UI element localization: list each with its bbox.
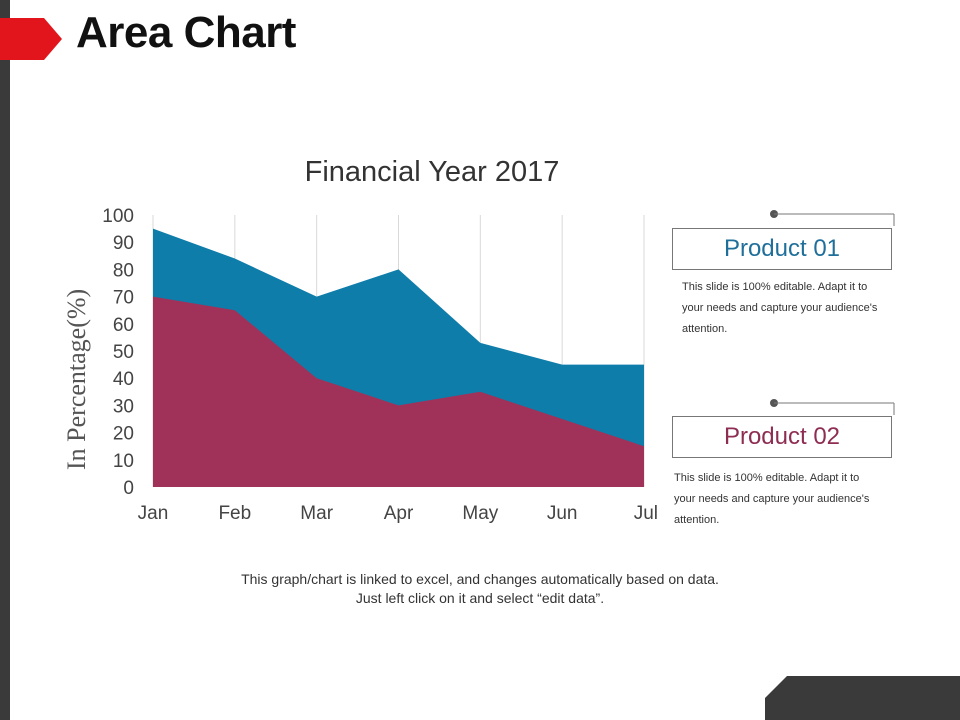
description-line: attention. [674, 514, 720, 526]
x-tick-label-jun: Jun [547, 503, 578, 524]
legend-product-01-description: This slide is 100% editable. Adapt it to… [682, 277, 912, 340]
y-tick-label: 0 [123, 478, 134, 499]
x-tick-label-mar: Mar [300, 503, 333, 524]
y-tick-label: 100 [102, 206, 134, 227]
legend-connector-product-01 [770, 210, 895, 226]
x-tick-label-feb: Feb [218, 503, 251, 524]
page-title: Area Chart [76, 8, 296, 57]
legend-connector-product-02 [770, 399, 895, 415]
description-line: attention. [682, 323, 728, 335]
footer-note: This graph/chart is linked to excel, and… [180, 570, 780, 608]
x-tick-label-may: May [462, 503, 498, 524]
description-line: your needs and capture your audience's [674, 493, 870, 505]
description-line: This slide is 100% editable. Adapt it to [682, 281, 868, 293]
x-tick-label-apr: Apr [384, 503, 414, 524]
left-accent-bar [0, 0, 10, 720]
footer-line-2: Just left click on it and select “edit d… [355, 590, 605, 606]
y-tick-label: 40 [113, 369, 134, 390]
y-tick-label: 50 [113, 342, 134, 363]
y-tick-label: 70 [113, 288, 134, 309]
y-tick-label: 20 [113, 424, 134, 445]
y-tick-label: 80 [113, 260, 134, 281]
chart-title: Financial Year 2017 [304, 156, 560, 188]
legend-product-02-description: This slide is 100% editable. Adapt it to… [674, 468, 904, 531]
y-axis-label: In Percentage(%) [62, 288, 91, 470]
description-line: This slide is 100% editable. Adapt it to [674, 472, 860, 484]
title-tag-icon [0, 18, 62, 60]
x-tick-label-jul: Jul [634, 503, 658, 524]
legend-product-02[interactable]: Product 02 [672, 416, 892, 458]
y-tick-label: 30 [113, 396, 134, 417]
y-tick-label: 60 [113, 315, 134, 336]
legend-product-01[interactable]: Product 01 [672, 228, 892, 270]
legend-product-01-label: Product 01 [723, 235, 841, 262]
footer-line-1: This graph/chart is linked to excel, and… [241, 571, 719, 587]
area-series-product-02[interactable] [153, 296, 644, 487]
legend-product-02-label: Product 02 [723, 423, 841, 450]
description-line: your needs and capture your audience's [682, 302, 878, 314]
y-tick-label: 90 [113, 233, 134, 254]
y-axis-label-wrap: In Percentage(%) [62, 230, 92, 470]
y-tick-label: 10 [113, 451, 134, 472]
corner-decoration [765, 676, 960, 720]
x-tick-label-jan: Jan [138, 503, 169, 524]
